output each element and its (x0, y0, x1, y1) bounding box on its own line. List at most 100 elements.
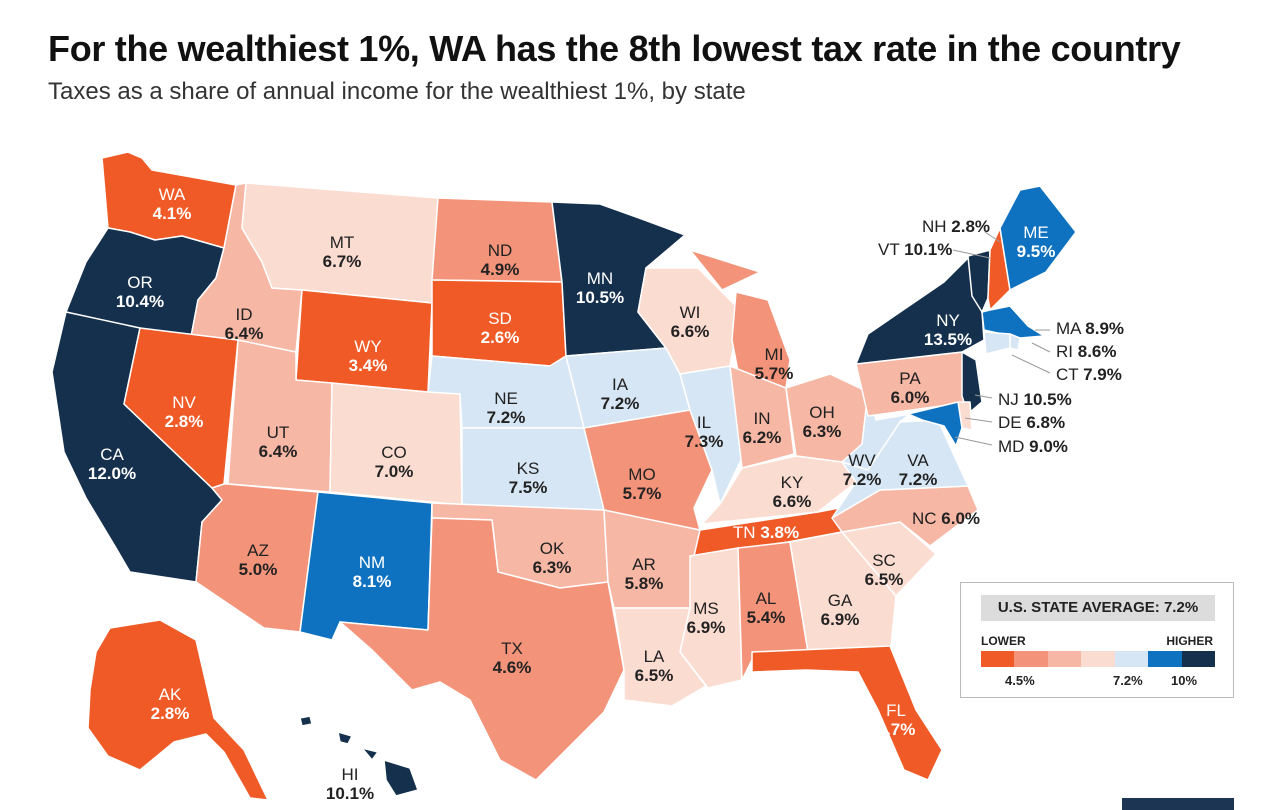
state-wv (841, 391, 911, 471)
state-label-oh: OH (809, 403, 835, 422)
legend-swatch-2 (1014, 651, 1048, 667)
state-value-tx: 4.6% (493, 658, 532, 677)
state-value-nv: 2.8% (165, 412, 204, 431)
state-value-va: 7.2% (899, 470, 938, 489)
state-label-wy: WY (354, 337, 381, 356)
state-label-nv: NV (172, 393, 196, 412)
state-value-or: 10.4% (116, 292, 164, 311)
state-value-sc: 6.5% (865, 570, 904, 589)
state-tx (339, 517, 625, 781)
state-value-ca: 12.0% (88, 464, 136, 483)
state-label-mn: MN (587, 269, 613, 288)
state-value-fl: 2.7% (877, 720, 916, 739)
state-md (907, 401, 963, 447)
state-value-mi: 5.7% (755, 364, 794, 383)
legend-tick-high: 10% (1171, 673, 1198, 688)
state-label-ia: IA (612, 375, 629, 394)
state-value-wi: 6.6% (671, 322, 710, 341)
page-title: For the wealthiest 1%, WA has the 8th lo… (48, 28, 1181, 69)
state-value-pa: 6.0% (891, 388, 930, 407)
legend-color-scale (981, 651, 1215, 667)
legend-swatch-1 (981, 651, 1015, 667)
state-label-pa: PA (899, 369, 921, 388)
state-ga (789, 531, 897, 657)
state-label-hi: HI (342, 765, 359, 784)
state-value-ok: 6.3% (533, 558, 572, 577)
state-ma (981, 305, 1045, 339)
legend-swatch-7 (1181, 651, 1215, 667)
state-value-al: 5.4% (747, 608, 786, 627)
state-value-ms: 6.9% (687, 618, 726, 637)
state-value-mt: 6.7% (323, 252, 362, 271)
state-value-ks: 7.5% (509, 478, 548, 497)
legend-swatch-6 (1148, 651, 1182, 667)
state-label-or: OR (127, 273, 153, 292)
state-label-mi: MI (765, 345, 784, 364)
state-value-nh: 2.8% (951, 217, 990, 236)
state-label-md: MD 9.0% (998, 437, 1068, 456)
state-label-vt: VT 10.1% (878, 240, 952, 259)
state-hi (299, 715, 419, 797)
state-value-nd: 4.9% (481, 260, 520, 279)
state-value-ar: 5.8% (625, 574, 664, 593)
state-label-mt: MT (330, 233, 355, 252)
state-label-la: LA (644, 647, 665, 666)
state-value-oh: 6.3% (803, 422, 842, 441)
legend-higher-label: HIGHER (1166, 634, 1213, 648)
state-label-sd: SD (488, 309, 512, 328)
state-value-ma: 8.9% (1085, 319, 1124, 338)
state-label-wv: WV (848, 451, 876, 470)
legend-tick-low: 4.5% (1005, 673, 1035, 688)
state-label-ny: NY (936, 311, 960, 330)
state-value-mo: 5.7% (623, 484, 662, 503)
state-label-ms: MS (693, 599, 719, 618)
state-co (329, 382, 463, 506)
state-label-tx: TX (501, 639, 523, 658)
state-label-ky: KY (781, 473, 804, 492)
state-label-tn: TN 3.8% (733, 523, 799, 542)
state-in (729, 365, 795, 469)
state-label-co: CO (381, 443, 407, 462)
state-label-fl: FL (886, 701, 906, 720)
legend: U.S. STATE AVERAGE: 7.2% LOWER HIGHER 4.… (960, 582, 1234, 698)
state-label-nj: NJ 10.5% (998, 390, 1072, 409)
state-value-hi: 10.1% (326, 784, 374, 803)
state-label-nc: NC 6.0% (912, 509, 980, 528)
state-nh (987, 227, 1011, 311)
state-value-mn: 10.5% (576, 288, 624, 307)
legend-lower-label: LOWER (981, 634, 1026, 648)
state-label-nm: NM (359, 553, 385, 572)
state-label-ak: AK (159, 685, 182, 704)
state-label-az: AZ (247, 541, 269, 560)
state-label-ma: MA 8.9% (1056, 319, 1124, 338)
state-value-sd: 2.6% (481, 328, 520, 347)
page-subtitle: Taxes as a share of annual income for th… (48, 78, 746, 105)
state-value-id: 6.4% (225, 324, 264, 343)
state-value-nm: 8.1% (353, 572, 392, 591)
state-ak (87, 619, 269, 801)
state-value-md: 9.0% (1029, 437, 1068, 456)
legend-tick-mid: 7.2% (1113, 673, 1143, 688)
state-value-ri: 8.6% (1078, 342, 1117, 361)
state-label-de: DE 6.8% (998, 413, 1065, 432)
state-label-wa: WA (159, 185, 186, 204)
state-value-az: 5.0% (239, 560, 278, 579)
state-nj (961, 351, 983, 415)
state-value-co: 7.0% (375, 462, 414, 481)
state-value-nc: 6.0% (941, 509, 980, 528)
state-label-va: VA (907, 451, 929, 470)
state-label-ga: GA (828, 591, 853, 610)
state-value-vt: 10.1% (904, 240, 952, 259)
state-value-il: 7.3% (685, 432, 724, 451)
state-label-id: ID (236, 305, 253, 324)
state-label-il: IL (697, 413, 711, 432)
state-label-ct: CT 7.9% (1056, 365, 1122, 384)
state-value-ut: 6.4% (259, 442, 298, 461)
state-value-ct: 7.9% (1083, 365, 1122, 384)
state-value-ak: 2.8% (151, 704, 190, 723)
state-value-ga: 6.9% (821, 610, 860, 629)
state-value-tn: 3.8% (760, 523, 799, 542)
state-value-ky: 6.6% (773, 492, 812, 511)
state-label-ar: AR (632, 555, 656, 574)
legend-swatch-3 (1047, 651, 1082, 667)
